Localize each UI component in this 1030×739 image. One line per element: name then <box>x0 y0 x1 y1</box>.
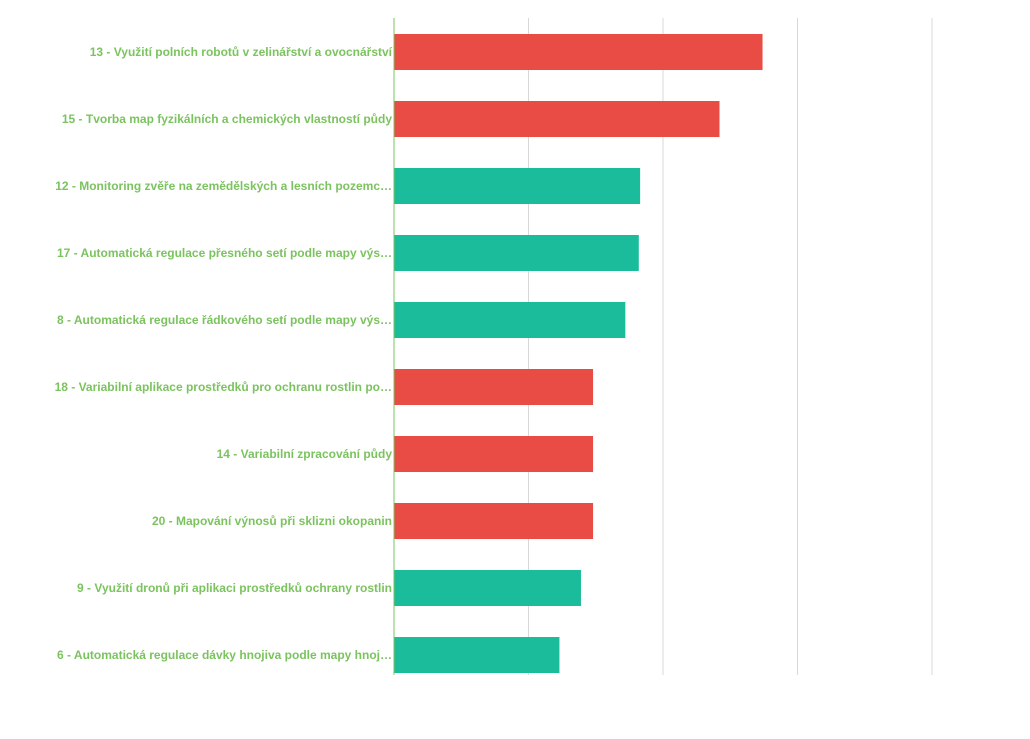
category-label: 8 - Automatická regulace řádkového setí … <box>57 313 392 327</box>
category-label: 14 - Variabilní zpracování půdy <box>217 447 393 461</box>
bar[interactable] <box>394 637 560 673</box>
category-label: 13 - Využití polních robotů v zelinářstv… <box>90 45 393 59</box>
bar[interactable] <box>394 101 720 137</box>
category-label: 20 - Mapování výnosů při sklizni okopani… <box>152 514 392 528</box>
bar[interactable] <box>394 503 594 539</box>
bar[interactable] <box>394 168 641 204</box>
category-label: 12 - Monitoring zvěře na zemědělských a … <box>55 179 392 193</box>
category-label: 17 - Automatická regulace přesného setí … <box>57 246 392 260</box>
bar[interactable] <box>394 570 581 606</box>
category-label: 18 - Variabilní aplikace prostředků pro … <box>55 380 392 394</box>
bar[interactable] <box>394 302 626 338</box>
bar[interactable] <box>394 436 594 472</box>
category-label: 9 - Využití dronů při aplikaci prostředk… <box>77 581 392 595</box>
category-label: 6 - Automatická regulace dávky hnojiva p… <box>57 648 392 662</box>
bars <box>394 34 763 673</box>
bar[interactable] <box>394 34 763 70</box>
bar[interactable] <box>394 235 639 271</box>
bar[interactable] <box>394 369 594 405</box>
category-labels: 13 - Využití polních robotů v zelinářstv… <box>55 45 393 662</box>
category-label: 15 - Tvorba map fyzikálních a chemických… <box>62 112 392 126</box>
